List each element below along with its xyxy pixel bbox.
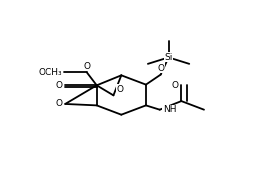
Text: O: O	[172, 81, 179, 90]
Text: O: O	[117, 85, 124, 94]
Text: NH: NH	[163, 105, 176, 114]
Text: O: O	[56, 81, 63, 90]
Text: O: O	[56, 100, 63, 108]
Text: Si: Si	[164, 53, 173, 62]
Text: O: O	[83, 62, 90, 71]
Text: OCH₃: OCH₃	[38, 68, 62, 77]
Text: O: O	[157, 64, 164, 73]
